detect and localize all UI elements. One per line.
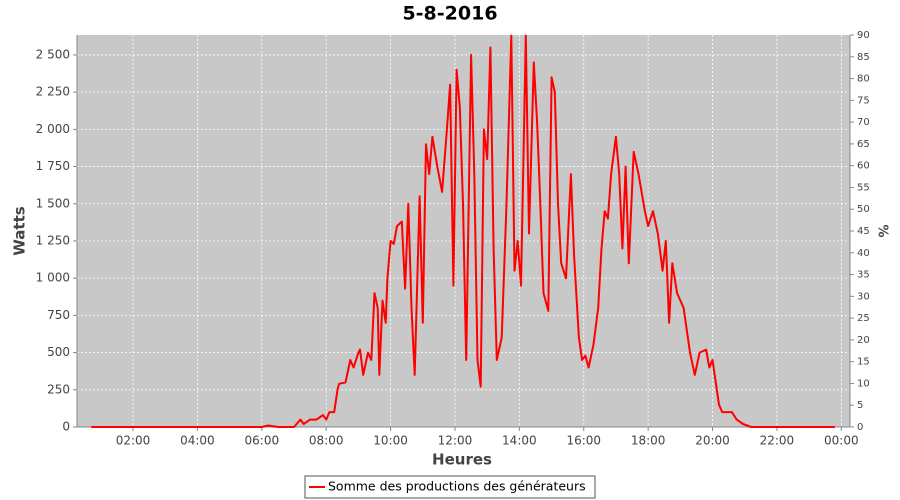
x-tick-label: 20:00 bbox=[695, 434, 730, 448]
y2-tick-label: 55 bbox=[857, 182, 870, 193]
y2-tick-label: 75 bbox=[857, 95, 870, 106]
y2-tick-label: 90 bbox=[857, 30, 870, 41]
legend-box bbox=[304, 475, 596, 499]
y-tick-label: 500 bbox=[47, 345, 70, 359]
y2-tick-label: 50 bbox=[857, 204, 870, 215]
x-tick-label: 16:00 bbox=[566, 434, 601, 448]
y2-tick-label: 35 bbox=[857, 270, 870, 281]
y-tick-label: 2 000 bbox=[36, 122, 70, 136]
y-tick-label: 250 bbox=[47, 382, 70, 396]
chart-title: 5-8-2016 bbox=[402, 3, 497, 25]
series-line bbox=[91, 34, 835, 428]
x-tick-label: 10:00 bbox=[373, 434, 408, 448]
y2-tick-label: 20 bbox=[857, 335, 870, 346]
y-tick-label: 0 bbox=[62, 420, 70, 434]
y2-tick-label: 85 bbox=[857, 52, 870, 63]
legend-label: Somme des productions des générateurs bbox=[328, 479, 586, 494]
y2-tick-label: 15 bbox=[857, 357, 870, 368]
y2-tick-label: 60 bbox=[857, 161, 870, 172]
y2-axis-label: % bbox=[875, 224, 890, 237]
x-tick-label: 08:00 bbox=[309, 434, 344, 448]
y2-tick-label: 10 bbox=[857, 378, 870, 389]
y-tick-label: 1 500 bbox=[36, 196, 70, 210]
x-tick-label: 12:00 bbox=[438, 434, 473, 448]
y2-tick-label: 40 bbox=[857, 248, 870, 259]
y-tick-label: 2 500 bbox=[36, 47, 70, 61]
y2-tick-label: 80 bbox=[857, 74, 870, 85]
x-tick-label: 22:00 bbox=[760, 434, 795, 448]
y-tick-label: 750 bbox=[47, 308, 70, 322]
y-tick-label: 1 750 bbox=[36, 159, 70, 173]
x-tick-label: 04:00 bbox=[180, 434, 215, 448]
y2-tick-label: 30 bbox=[857, 291, 870, 302]
y2-tick-label: 5 bbox=[857, 400, 863, 411]
y2-tick-label: 25 bbox=[857, 313, 870, 324]
y2-tick-label: 0 bbox=[857, 422, 863, 433]
x-tick-label: 14:00 bbox=[502, 434, 537, 448]
y-tick-label: 1 250 bbox=[36, 233, 70, 247]
y-tick-label: 2 250 bbox=[36, 85, 70, 99]
y-axis-label: Watts bbox=[11, 206, 29, 255]
x-tick-label: 18:00 bbox=[631, 434, 666, 448]
y-tick-label: 1 000 bbox=[36, 271, 70, 285]
x-tick-label: 02:00 bbox=[116, 434, 151, 448]
x-tick-label: 06:00 bbox=[245, 434, 280, 448]
y2-tick-label: 70 bbox=[857, 117, 870, 128]
x-tick-label: 00:00 bbox=[824, 434, 859, 448]
y2-tick-label: 45 bbox=[857, 226, 870, 237]
x-axis-label: Heures bbox=[432, 451, 492, 469]
y2-tick-label: 65 bbox=[857, 139, 870, 150]
